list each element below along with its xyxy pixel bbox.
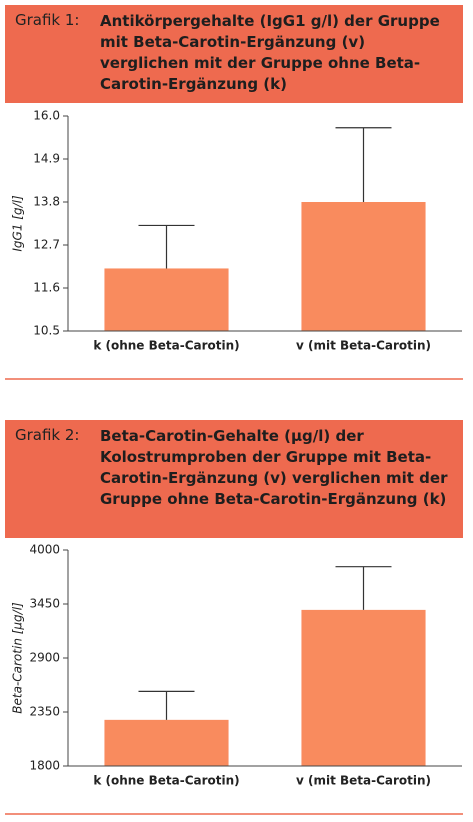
bar — [301, 202, 426, 331]
y-tick-label: 14.9 — [33, 152, 60, 166]
header: Grafik 2: Beta-Carotin-Gehalte (µg/l) de… — [5, 420, 463, 538]
chart-title: Beta-Carotin-Gehalte (µg/l) der Kolostru… — [100, 427, 448, 508]
y-tick-label: 12.7 — [33, 238, 60, 252]
y-axis-label: IgG1 [g/l] — [11, 195, 25, 252]
x-tick-label: k (ohne Beta-Carotin) — [93, 774, 239, 788]
bar — [104, 719, 229, 766]
x-tick-label: k (ohne Beta-Carotin) — [93, 339, 239, 353]
y-tick-label: 11.6 — [33, 281, 60, 295]
error-bar — [138, 224, 195, 269]
chart-label: Grafik 1: — [15, 11, 80, 29]
error-bar — [335, 566, 392, 610]
y-tick-label: 4000 — [29, 543, 60, 557]
y-tick-label: 2900 — [29, 651, 60, 665]
y-axis-label: Beta-Carotin [µg/l] — [11, 602, 25, 714]
y-tick-label: 2350 — [29, 705, 60, 719]
y-tick-label: 1800 — [29, 759, 60, 773]
header: Grafik 1: Antikörpergehalte (IgG1 g/l) d… — [5, 5, 463, 103]
x-tick-label: v (mit Beta-Carotin) — [296, 774, 431, 788]
chart-title: Antikörpergehalte (IgG1 g/l) der Gruppe … — [100, 12, 440, 93]
bar — [301, 609, 426, 766]
y-tick-label: 3450 — [29, 597, 60, 611]
y-tick-label: 10.5 — [33, 324, 60, 338]
chart-label: Grafik 2: — [15, 426, 80, 444]
y-tick-label: 13.8 — [33, 195, 60, 209]
error-bar — [138, 690, 195, 720]
y-tick-label: 16.0 — [33, 109, 60, 123]
x-tick-label: v (mit Beta-Carotin) — [296, 339, 431, 353]
error-bar — [335, 127, 392, 202]
bar — [104, 268, 229, 331]
